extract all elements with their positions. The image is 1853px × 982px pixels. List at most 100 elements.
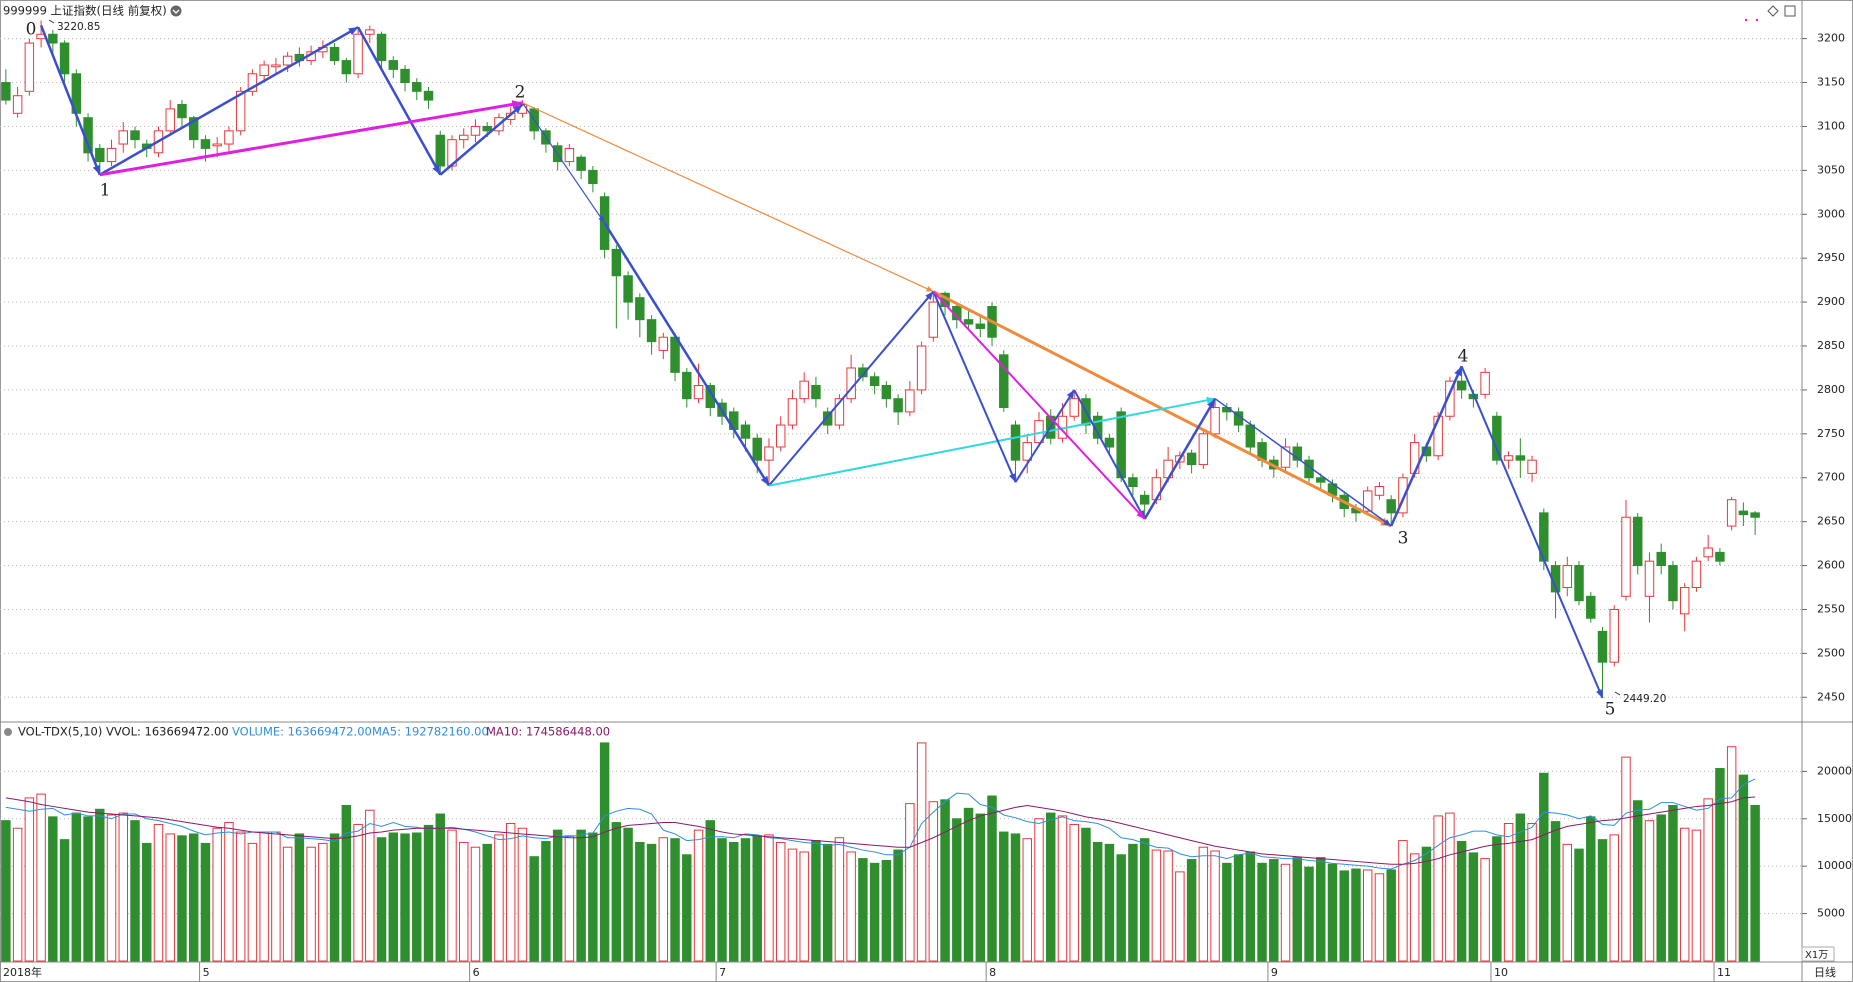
diamond-icon[interactable] xyxy=(1767,5,1779,17)
volume-bar xyxy=(787,848,798,962)
candle-body xyxy=(1,82,11,101)
candle-body xyxy=(1198,433,1209,466)
y-tick-label: 5000 xyxy=(1817,907,1845,920)
volume-bar xyxy=(834,837,845,962)
candle-body xyxy=(775,424,786,448)
volume-bar xyxy=(1609,834,1619,962)
volume-bar xyxy=(1656,814,1666,962)
volume-bar xyxy=(1092,841,1103,962)
candle-body xyxy=(1668,565,1678,602)
volume-bar xyxy=(975,813,986,962)
y-tick-label: 15000 xyxy=(1817,812,1852,825)
volume-bar xyxy=(916,742,927,962)
volume-bar xyxy=(1292,857,1302,962)
candle-body xyxy=(118,130,128,145)
candle-body xyxy=(1633,516,1643,567)
volume-bar xyxy=(412,832,422,962)
volume-bar xyxy=(1456,841,1467,962)
menu-icon[interactable] xyxy=(170,5,182,17)
candle-body xyxy=(1609,608,1619,663)
volume-bar xyxy=(400,833,410,962)
volume-bar xyxy=(963,807,974,962)
volume-bar xyxy=(670,838,680,962)
trend-arrow xyxy=(1596,688,1603,698)
period-label[interactable]: 日线 xyxy=(1814,965,1836,979)
candle-body xyxy=(1750,512,1760,518)
volume-bar xyxy=(1409,853,1420,962)
volume-bar xyxy=(576,829,586,962)
trend-line xyxy=(1143,398,1217,520)
volume-bar xyxy=(1304,866,1314,962)
candle-body xyxy=(235,90,246,132)
y-tick-label: 20000 xyxy=(1817,764,1852,777)
candle-body xyxy=(1480,371,1490,395)
candle-body xyxy=(1527,459,1537,474)
candle-body xyxy=(365,29,375,35)
y-tick-label: 2900 xyxy=(1817,295,1845,308)
volume-bar xyxy=(905,803,915,962)
volume-bar xyxy=(764,834,774,962)
candle-body xyxy=(247,73,258,92)
candle-body xyxy=(212,143,222,147)
volume-bar xyxy=(952,818,962,962)
volume-bar xyxy=(1351,868,1361,962)
candle-body xyxy=(1715,551,1725,562)
candle-body xyxy=(177,104,187,119)
candle-body xyxy=(1644,560,1655,597)
candle-body xyxy=(764,446,774,461)
volume-bar xyxy=(1175,871,1185,962)
candle-body xyxy=(975,323,986,329)
trend-line xyxy=(1014,389,1076,483)
volume-bar xyxy=(1210,850,1220,962)
volume-bar xyxy=(1715,768,1725,962)
candle-body xyxy=(282,55,293,66)
candle-body xyxy=(376,33,387,62)
candle-body xyxy=(1433,415,1443,457)
volume-bar xyxy=(1104,843,1115,962)
y-tick-label: 2950 xyxy=(1817,251,1845,264)
candle-body xyxy=(329,46,340,62)
volume-bar xyxy=(376,837,387,962)
candle-body xyxy=(834,398,845,426)
candle-body xyxy=(799,380,809,400)
volume-bar xyxy=(1421,846,1432,962)
volume-bar xyxy=(1562,843,1573,962)
square-icon[interactable] xyxy=(1784,5,1796,17)
volume-bar xyxy=(48,816,58,962)
candle-body xyxy=(928,301,939,338)
trend-line xyxy=(932,291,1017,483)
volume-bar xyxy=(1046,812,1056,962)
volume-bar xyxy=(1116,854,1126,962)
trend-line xyxy=(768,290,935,487)
candle-body xyxy=(459,134,469,141)
candle-body xyxy=(1210,406,1220,435)
candle-body xyxy=(881,385,892,400)
volume-bar xyxy=(893,849,903,962)
volume-bar xyxy=(693,829,704,962)
candle-body xyxy=(412,82,422,92)
volume-bar xyxy=(869,862,880,962)
trend-line xyxy=(932,290,1146,520)
volume-bar xyxy=(1492,836,1502,962)
volume-bar xyxy=(423,824,434,962)
candle-body xyxy=(1562,565,1573,589)
volume-bar xyxy=(1186,859,1197,962)
volume-bar xyxy=(552,829,563,962)
volume-icon[interactable] xyxy=(4,728,12,736)
volume-bar xyxy=(1374,873,1385,962)
candle-body xyxy=(353,33,363,75)
volume-bar xyxy=(318,842,328,962)
candle-body xyxy=(1445,380,1455,417)
volume-bar xyxy=(1128,843,1138,962)
volume-bar xyxy=(564,835,575,962)
volume-bar xyxy=(940,799,950,962)
volume-bar xyxy=(1726,746,1737,962)
candle-body xyxy=(59,42,70,75)
volume-bar xyxy=(294,833,305,962)
candle-body xyxy=(822,411,833,426)
volume-bar xyxy=(1480,858,1490,962)
volume-bar xyxy=(1597,839,1608,962)
dot xyxy=(1755,18,1759,22)
volume-bar xyxy=(799,851,809,962)
volume-title: VOL-TDX(5,10) xyxy=(18,725,102,739)
